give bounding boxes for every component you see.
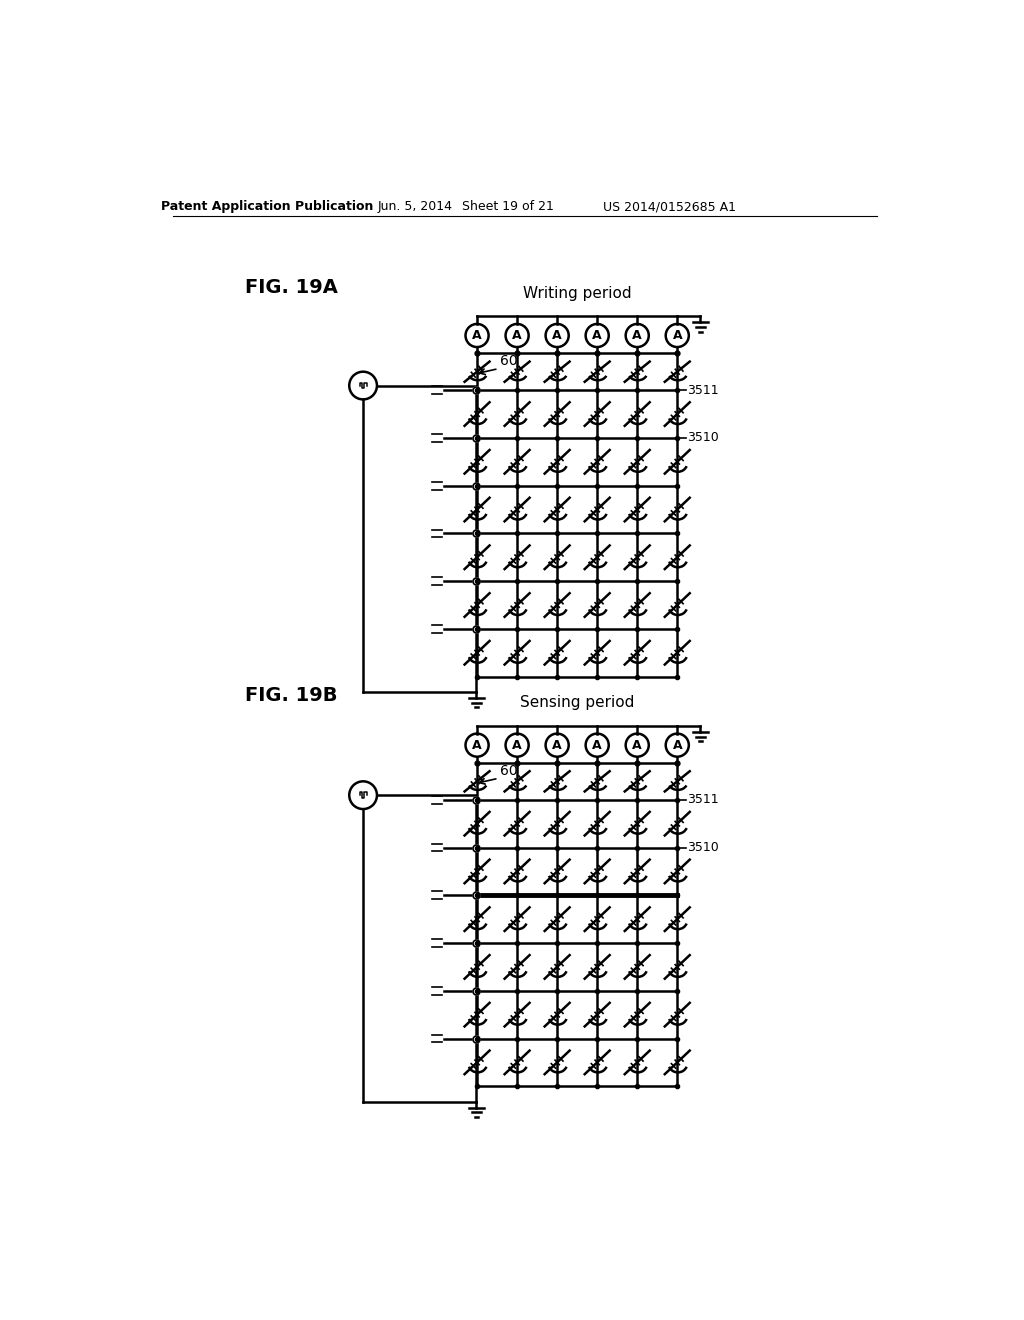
Text: A: A — [512, 329, 522, 342]
Text: FIG. 19A: FIG. 19A — [245, 279, 337, 297]
Circle shape — [546, 323, 568, 347]
Circle shape — [546, 734, 568, 756]
Text: A: A — [552, 739, 562, 751]
Circle shape — [626, 323, 649, 347]
Circle shape — [626, 734, 649, 756]
Circle shape — [466, 734, 488, 756]
Text: A: A — [472, 739, 482, 751]
Text: A: A — [592, 739, 602, 751]
Text: US 2014/0152685 A1: US 2014/0152685 A1 — [603, 201, 736, 214]
Text: Jun. 5, 2014: Jun. 5, 2014 — [378, 201, 453, 214]
Circle shape — [586, 323, 608, 347]
Text: 3510: 3510 — [687, 432, 719, 445]
Text: A: A — [673, 329, 682, 342]
Text: 3511: 3511 — [687, 793, 719, 807]
Circle shape — [586, 734, 608, 756]
Circle shape — [666, 323, 689, 347]
Circle shape — [466, 323, 488, 347]
Text: 60: 60 — [500, 763, 518, 777]
Circle shape — [506, 734, 528, 756]
Circle shape — [506, 323, 528, 347]
Text: 60: 60 — [500, 354, 518, 368]
Text: 3511: 3511 — [687, 384, 719, 397]
Text: A: A — [633, 739, 642, 751]
Text: A: A — [472, 329, 482, 342]
Text: A: A — [633, 329, 642, 342]
Text: Sheet 19 of 21: Sheet 19 of 21 — [462, 201, 554, 214]
Text: A: A — [592, 329, 602, 342]
Text: A: A — [512, 739, 522, 751]
Text: Writing period: Writing period — [523, 285, 632, 301]
Circle shape — [349, 781, 377, 809]
Circle shape — [666, 734, 689, 756]
Text: Patent Application Publication: Patent Application Publication — [162, 201, 374, 214]
Text: A: A — [673, 739, 682, 751]
Text: 3510: 3510 — [687, 841, 719, 854]
Text: FIG. 19B: FIG. 19B — [245, 686, 337, 705]
Text: A: A — [552, 329, 562, 342]
Text: Sensing period: Sensing period — [520, 696, 634, 710]
Circle shape — [349, 372, 377, 400]
